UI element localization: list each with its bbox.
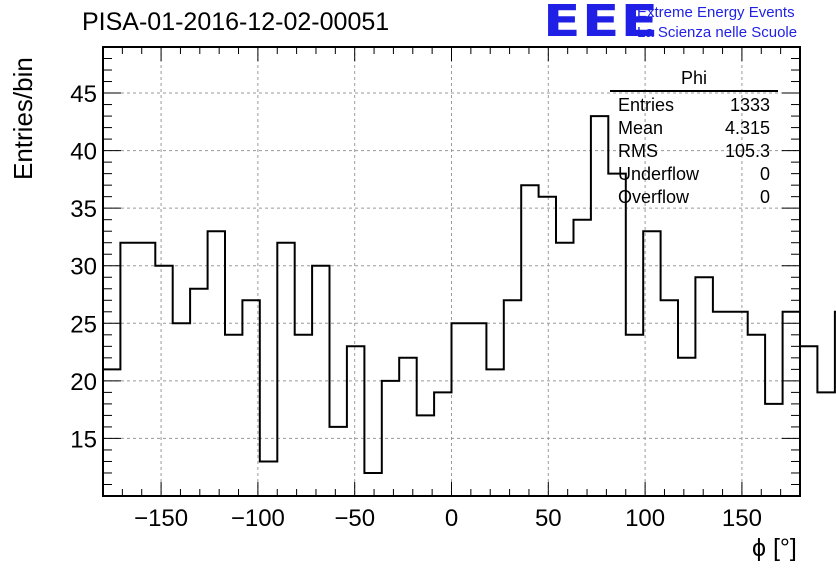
y-tick-label: 20: [70, 369, 97, 396]
stats-value: 0: [759, 187, 770, 207]
stats-row-underflow: Underflow 0: [610, 163, 778, 186]
stats-value: 105.3: [724, 141, 770, 161]
y-axis-label: Entries/bin: [8, 57, 38, 180]
tick-labels: −150 −100 −50 0 50 100 150 15 20 25 30 35 40 45: [70, 81, 762, 532]
y-tick-label: 15: [70, 426, 97, 453]
stats-title: Phi: [610, 68, 778, 92]
stats-box: Phi Entries 1333 Mean 4.315 RMS 105.3 Under…: [610, 68, 778, 209]
y-tick-label: 30: [70, 254, 97, 281]
y-tick-label: 25: [70, 311, 97, 338]
x-tick-label: −50: [334, 505, 375, 532]
y-tick-label: 40: [70, 139, 97, 166]
stats-label: RMS: [618, 141, 658, 161]
x-tick-label: −150: [134, 505, 188, 532]
stats-row-entries: Entries 1333: [610, 94, 778, 117]
y-tick-label: 45: [70, 81, 97, 108]
chart-title: PISA-01-2016-12-02-00051: [82, 8, 390, 36]
x-tick-label: 50: [535, 505, 562, 532]
x-tick-label: −100: [231, 505, 285, 532]
axis-ticks: [102, 46, 801, 496]
stats-value: 4.315: [724, 118, 770, 138]
eee-logo: EEE: [543, 0, 660, 47]
stats-value: 0: [759, 164, 770, 184]
stats-row-overflow: Overflow 0: [610, 186, 778, 209]
x-tick-label: 0: [445, 505, 458, 532]
histogram-step-line: [103, 115, 836, 474]
stats-value: 1333: [729, 95, 770, 115]
logo-text-line2: La Scienza nelle Scuole: [637, 24, 798, 41]
stats-label: Underflow: [618, 164, 700, 184]
stats-label: Overflow: [618, 187, 690, 207]
x-tick-label: 150: [722, 505, 762, 532]
x-tick-label: 100: [625, 505, 665, 532]
x-axis-label: ϕ [°]: [752, 534, 797, 562]
logo-text-line1: Extreme Energy Events: [637, 4, 795, 21]
stats-label: Entries: [618, 95, 675, 115]
stats-row-rms: RMS 105.3: [610, 140, 778, 163]
y-tick-label: 35: [70, 196, 97, 223]
stats-row-mean: Mean 4.315: [610, 117, 778, 140]
stats-label: Mean: [618, 118, 664, 138]
